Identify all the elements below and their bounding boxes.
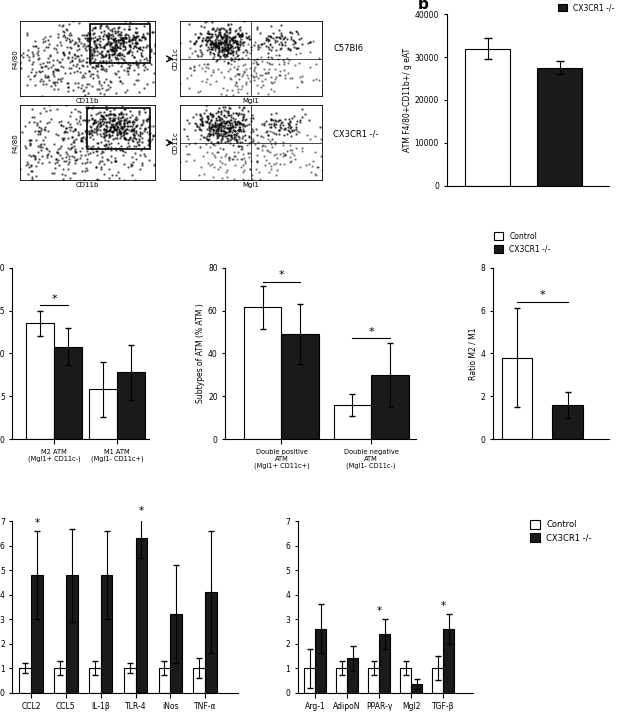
- Bar: [117, 372, 145, 439]
- Bar: [135, 538, 147, 693]
- Legend: Control, CX3CR1 -/-: Control, CX3CR1 -/-: [527, 517, 595, 546]
- Text: *: *: [139, 506, 144, 516]
- Text: b: b: [417, 0, 428, 12]
- Bar: [54, 346, 82, 439]
- Text: CX3CR1 -/-: CX3CR1 -/-: [333, 130, 379, 139]
- Y-axis label: Subtypes of ATM (% ATM ): Subtypes of ATM (% ATM ): [196, 303, 205, 403]
- Bar: [124, 668, 135, 693]
- Bar: [443, 629, 454, 693]
- Bar: [466, 49, 510, 186]
- Legend: Control, CX3CR1 -/-: Control, CX3CR1 -/-: [491, 228, 553, 257]
- Bar: [26, 323, 54, 439]
- Legend: Control, CX3CR1 -/-: Control, CX3CR1 -/-: [555, 0, 618, 15]
- Text: *: *: [51, 294, 57, 304]
- Text: *: *: [368, 327, 374, 337]
- Bar: [281, 334, 319, 439]
- Bar: [89, 668, 101, 693]
- Bar: [411, 684, 422, 693]
- Bar: [552, 405, 583, 439]
- Bar: [66, 575, 78, 693]
- Bar: [337, 668, 347, 693]
- Bar: [371, 375, 409, 439]
- Text: C57Bl6: C57Bl6: [333, 44, 363, 53]
- Text: *: *: [34, 518, 40, 528]
- Bar: [304, 668, 315, 693]
- Bar: [205, 592, 217, 693]
- Bar: [538, 68, 582, 186]
- Bar: [379, 634, 390, 693]
- Bar: [401, 668, 411, 693]
- Text: a: a: [19, 18, 30, 33]
- Bar: [31, 575, 43, 693]
- Y-axis label: ATM F4/80+CD11b+/ g eAT: ATM F4/80+CD11b+/ g eAT: [403, 48, 412, 152]
- Bar: [170, 614, 182, 693]
- Text: *: *: [377, 606, 382, 616]
- Bar: [347, 658, 358, 693]
- Bar: [54, 668, 66, 693]
- Text: *: *: [441, 601, 446, 611]
- Y-axis label: Ratio M2 / M1: Ratio M2 / M1: [468, 327, 478, 380]
- Bar: [315, 629, 326, 693]
- Bar: [158, 668, 170, 693]
- Bar: [193, 668, 205, 693]
- Bar: [101, 575, 112, 693]
- Bar: [244, 308, 281, 439]
- Bar: [368, 668, 379, 693]
- Bar: [19, 668, 31, 693]
- Bar: [334, 405, 371, 439]
- Text: *: *: [279, 270, 284, 280]
- Text: *: *: [540, 290, 545, 300]
- Bar: [432, 668, 443, 693]
- Bar: [89, 389, 117, 439]
- Bar: [502, 358, 532, 439]
